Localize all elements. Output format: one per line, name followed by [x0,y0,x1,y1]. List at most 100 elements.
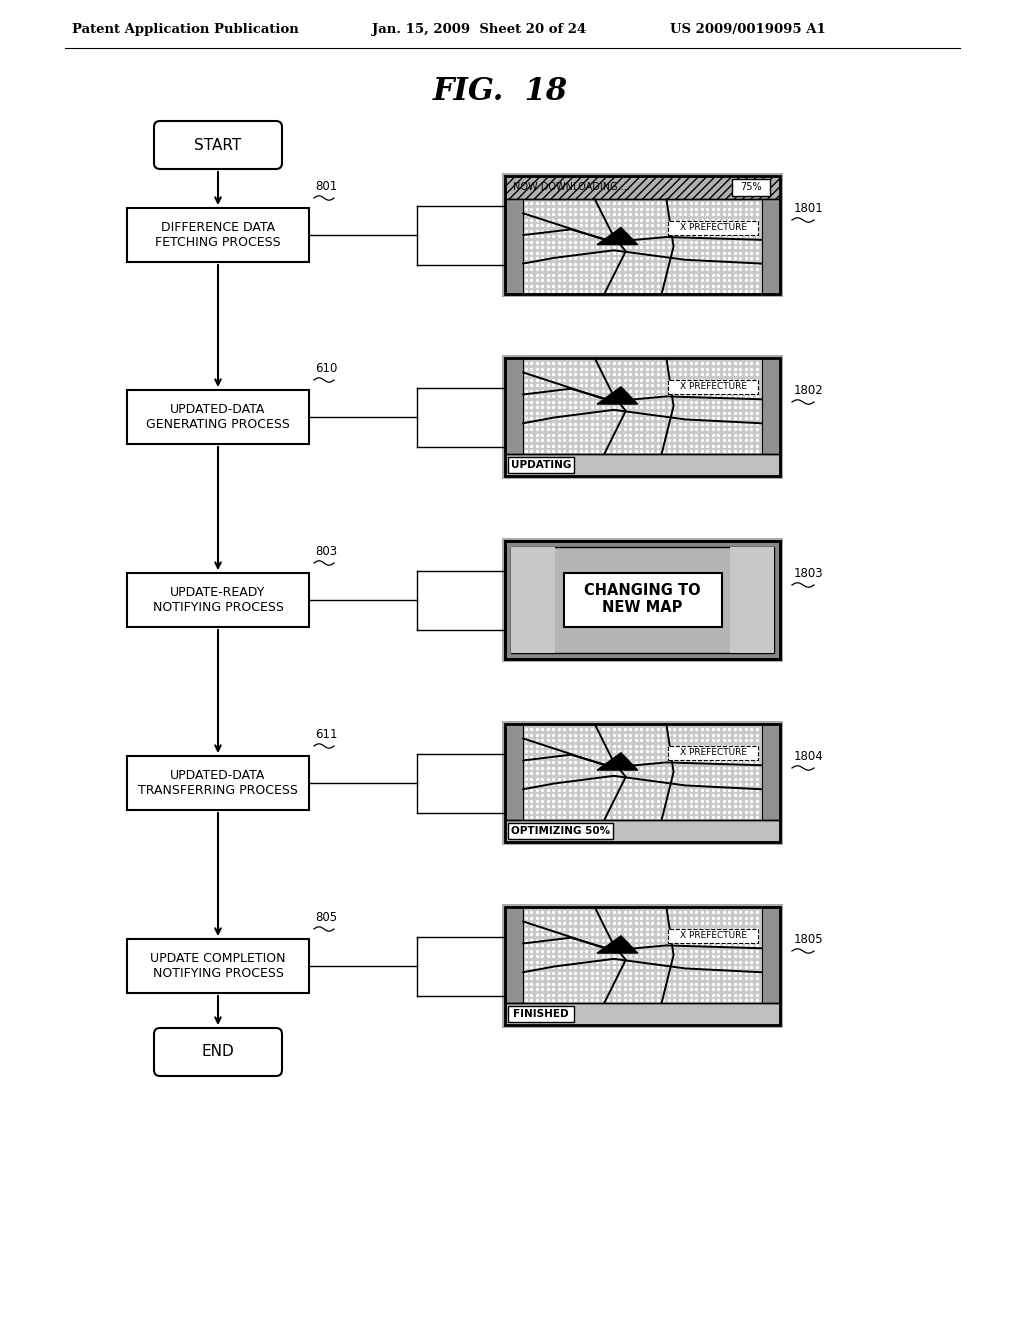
Point [535,784,551,805]
Point [622,718,638,739]
Point [605,912,622,933]
Point [611,751,628,772]
Point [688,718,705,739]
Point [655,741,672,762]
Point [579,741,595,762]
Point [535,779,551,800]
Point [649,791,666,812]
Point [616,779,633,800]
Point [616,358,633,379]
Point [551,248,567,269]
Point [749,413,765,434]
Point [655,436,672,457]
Point [732,375,749,396]
Point [584,929,600,950]
Point [540,968,556,989]
Point [616,907,633,928]
Point [556,940,572,961]
Point [572,242,589,263]
Point [579,275,595,296]
Point [616,408,633,429]
Point [716,990,732,1011]
Point [727,281,743,302]
Point [633,352,649,374]
Point [579,758,595,779]
Point [672,397,688,418]
Point [699,919,716,940]
Point [595,198,611,219]
Point [693,985,710,1006]
Point [644,730,660,751]
Point [561,259,578,280]
Point [628,784,644,805]
Point [622,945,638,966]
Point [611,259,628,280]
Point [572,768,589,789]
Point [567,242,584,263]
Point [556,418,572,440]
Point [556,385,572,407]
Point [672,784,688,805]
Point [699,226,716,247]
Point [528,796,545,817]
Point [595,358,611,379]
Point [572,259,589,280]
Point [633,952,649,973]
Point [523,281,540,302]
Point [567,391,584,412]
Point [600,370,616,391]
Point [545,236,561,257]
Point [705,940,721,961]
Text: UPDATE COMPLETION
NOTIFYING PROCESS: UPDATE COMPLETION NOTIFYING PROCESS [151,952,286,979]
Point [672,945,688,966]
Bar [127,389,309,444]
Bar [505,723,780,842]
Point [600,985,616,1006]
Point [605,725,622,746]
Point [721,380,737,401]
Point [705,907,721,928]
Point [622,978,638,999]
Point [705,358,721,379]
Point [721,236,737,257]
Point [551,215,567,236]
Point [611,912,628,933]
Point [655,380,672,401]
Point [633,907,649,928]
Point [540,957,556,978]
Point [633,935,649,956]
Point [649,978,666,999]
Point [639,779,655,800]
Point [605,768,622,789]
Point [567,385,584,407]
Point [561,751,578,772]
Point [743,403,760,424]
Point [721,226,737,247]
Point [545,791,561,812]
Point [556,784,572,805]
Point [749,718,765,739]
Point [600,424,616,445]
Point [584,902,600,923]
Point [535,902,551,923]
Point [589,973,605,994]
Point [727,718,743,739]
Point [556,801,572,822]
Point [644,774,660,795]
Point [600,730,616,751]
Point [732,768,749,789]
Point [649,352,666,374]
Point [579,385,595,407]
Point [699,907,716,928]
Point [561,957,578,978]
Point [535,203,551,224]
Point [589,957,605,978]
Point [611,957,628,978]
Point [567,968,584,989]
Point [616,380,633,401]
Point [644,358,660,379]
Point [672,413,688,434]
Point [628,768,644,789]
Point [660,391,677,412]
Point [644,718,660,739]
